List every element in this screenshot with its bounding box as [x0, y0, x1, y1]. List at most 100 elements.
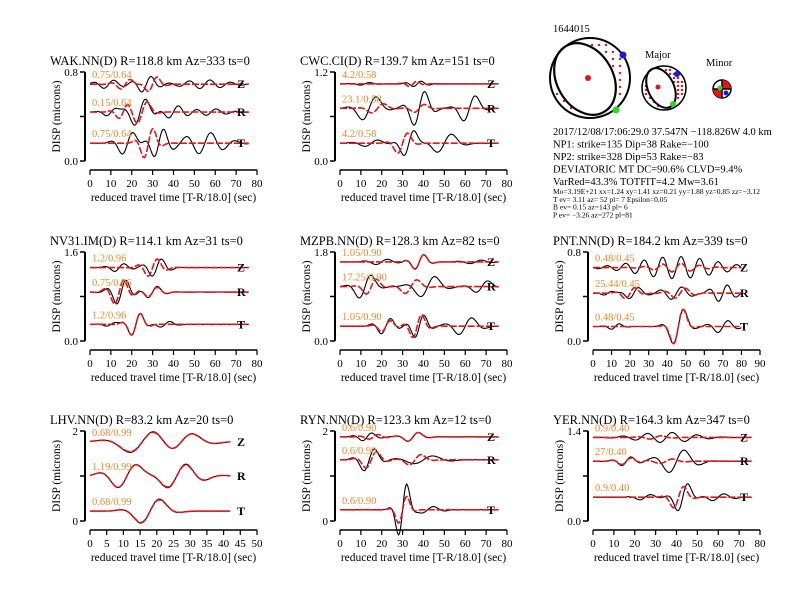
waveform-panel-cwc: CWC.CI(D) R=139.7 km Az=151 ts=01.2 0.0DI… — [300, 54, 513, 204]
x-tick-label: 30 — [397, 178, 409, 190]
x-tick-label: 60 — [460, 178, 472, 190]
observed-trace-t — [90, 128, 249, 157]
event-info: 2017/12/08/17:06:29.0 37.547N −118.826W … — [553, 127, 772, 219]
minor-label: Minor — [706, 58, 733, 69]
x-tick-label: 90 — [755, 358, 767, 370]
x-tick-label: 50 — [680, 358, 692, 370]
synthetic-trace-t — [340, 132, 499, 155]
b-axis-marker — [612, 106, 620, 114]
waveform-panel-yer: YER.NN(D) R=164.3 km Az=347 ts=01.4 0.0DI… — [553, 413, 766, 564]
shift-cc-label: 1.2/0.96 — [92, 254, 126, 265]
shift-cc-label: 23.1/0.58 — [342, 94, 382, 105]
observed-trace-z — [89, 76, 249, 93]
observed-trace-t — [340, 483, 499, 536]
x-tick-label: 40 — [671, 538, 683, 550]
shift-cc-label: 0.75/0.64 — [92, 70, 132, 81]
component-label: R — [487, 453, 496, 467]
x-tick-label: 60 — [713, 538, 725, 550]
x-tick-label: 80 — [736, 358, 748, 370]
x-tick-label: 30 — [185, 538, 197, 550]
synthetic-trace-z — [90, 76, 249, 93]
component-label: Z — [487, 430, 495, 444]
beachball-full — [549, 37, 631, 119]
x-tick-label: 50 — [692, 538, 704, 550]
x-tick-label: 10 — [105, 358, 117, 370]
component-label: Z — [237, 261, 245, 275]
x-tick-label: 70 — [717, 358, 729, 370]
synthetic-trace-z — [90, 258, 249, 277]
waveform-panel-wak: WAK.NN(D) R=118.8 km Az=333 ts=00.8 0.0DI… — [50, 54, 263, 204]
shift-cc-label: 0.48/0.45 — [595, 254, 635, 265]
x-tick-label: 20 — [151, 538, 163, 550]
component-label: Z — [740, 261, 748, 275]
component-label: R — [487, 101, 496, 115]
y-axis-label: DISP (microns) — [301, 80, 313, 152]
mt-detail-line: B ev= 0.15 az=143 pl= 6 — [553, 203, 628, 212]
tension-dots — [555, 43, 622, 110]
y-tick-label: 0.8 — [64, 67, 78, 79]
shift-cc-label: 1.19/0.99 — [92, 462, 132, 473]
x-axis-label: reduced travel time [T-R/18.0] (sec) — [91, 192, 256, 204]
x-tick-label: 10 — [355, 538, 367, 550]
y-axis-label: DISP (microns) — [301, 260, 313, 332]
x-axis-label: reduced travel time [T-R/18.0] (sec) — [594, 552, 759, 564]
component-label: R — [740, 454, 749, 468]
shift-cc-label: 17.25/0.90 — [342, 273, 387, 284]
shift-cc-label: 0.9/0.40 — [595, 423, 629, 434]
x-tick-label: 20 — [625, 358, 637, 370]
x-axis-label: reduced travel time [T-R/18.0] (sec) — [341, 372, 506, 384]
x-tick-label: 50 — [189, 178, 201, 190]
x-tick-label: 70 — [231, 358, 243, 370]
panel-title: WAK.NN(D) R=118.8 km Az=333 ts=0 — [50, 54, 250, 68]
x-tick-label: 10 — [105, 178, 117, 190]
shift-cc-label: 0.48/0.45 — [595, 313, 635, 324]
panel-title: CWC.CI(D) R=139.7 km Az=151 ts=0 — [300, 54, 495, 68]
panel-title: YER.NN(D) R=164.3 km Az=347 ts=0 — [553, 413, 750, 427]
x-tick-label: 0 — [337, 358, 343, 370]
observed-trace-t — [340, 314, 499, 339]
mt-detail-line: T ev= 3.11 az= 52 pl= 7 Epsilon=0.05 — [553, 195, 667, 204]
x-tick-label: 80 — [502, 178, 514, 190]
x-axis-label: reduced travel time [T-R/18.0] (sec) — [341, 552, 506, 564]
synthetic-trace-r — [593, 286, 742, 300]
x-tick-label: 20 — [126, 178, 138, 190]
synthetic-trace-t — [340, 495, 499, 525]
x-tick-label: 40 — [418, 178, 430, 190]
shift-cc-label: 0.6/0.90 — [342, 423, 376, 434]
component-label: Z — [487, 77, 495, 91]
synthetic-trace-t — [90, 498, 231, 524]
component-label: R — [237, 105, 246, 119]
shift-cc-label: 1.05/0.90 — [342, 312, 382, 323]
y-tick-label: 2 — [323, 426, 329, 438]
x-tick-label: 30 — [643, 358, 655, 370]
x-axis-label: reduced travel time [T-R/18.0] (sec) — [594, 372, 759, 384]
panel-title: MZPB.NN(D) R=128.3 km Az=82 ts=0 — [300, 234, 500, 248]
observed-trace-r — [339, 274, 499, 299]
component-label: T — [237, 504, 245, 518]
shift-cc-label: 0.9/0.40 — [595, 483, 629, 494]
x-tick-label: 80 — [755, 538, 767, 550]
component-label: T — [740, 320, 748, 334]
x-tick-label: 60 — [210, 358, 222, 370]
x-tick-label: 80 — [252, 358, 264, 370]
x-tick-label: 60 — [460, 358, 472, 370]
x-tick-label: 60 — [460, 538, 472, 550]
x-tick-label: 40 — [168, 358, 180, 370]
x-tick-label: 20 — [629, 538, 641, 550]
component-label: T — [487, 503, 495, 517]
event-info-line: NP2: strike=328 Dip=53 Rake=−83 — [553, 152, 704, 163]
synthetic-trace-z — [340, 253, 499, 270]
x-tick-label: 15 — [135, 538, 147, 550]
waveform-panel-nv31: NV31.IM(D) R=114.1 km Az=31 ts=01.6 0.0DI… — [50, 234, 263, 384]
mt-detail-line: Mo=3.19E+21 xx=1.24 xy=1.41 xz=0.21 yy=1… — [553, 187, 760, 196]
x-tick-label: 10 — [355, 178, 367, 190]
component-label: R — [237, 469, 246, 483]
y-axis-label: DISP (microns) — [554, 440, 566, 512]
event-info-line: VarRed=43.3% TOTFIT=4.2 Mw=3.61 — [553, 177, 719, 188]
observed-trace-r — [339, 90, 499, 126]
x-tick-label: 0 — [337, 178, 343, 190]
x-tick-label: 0 — [590, 358, 596, 370]
component-label: T — [487, 319, 495, 333]
component-label: R — [487, 280, 496, 294]
